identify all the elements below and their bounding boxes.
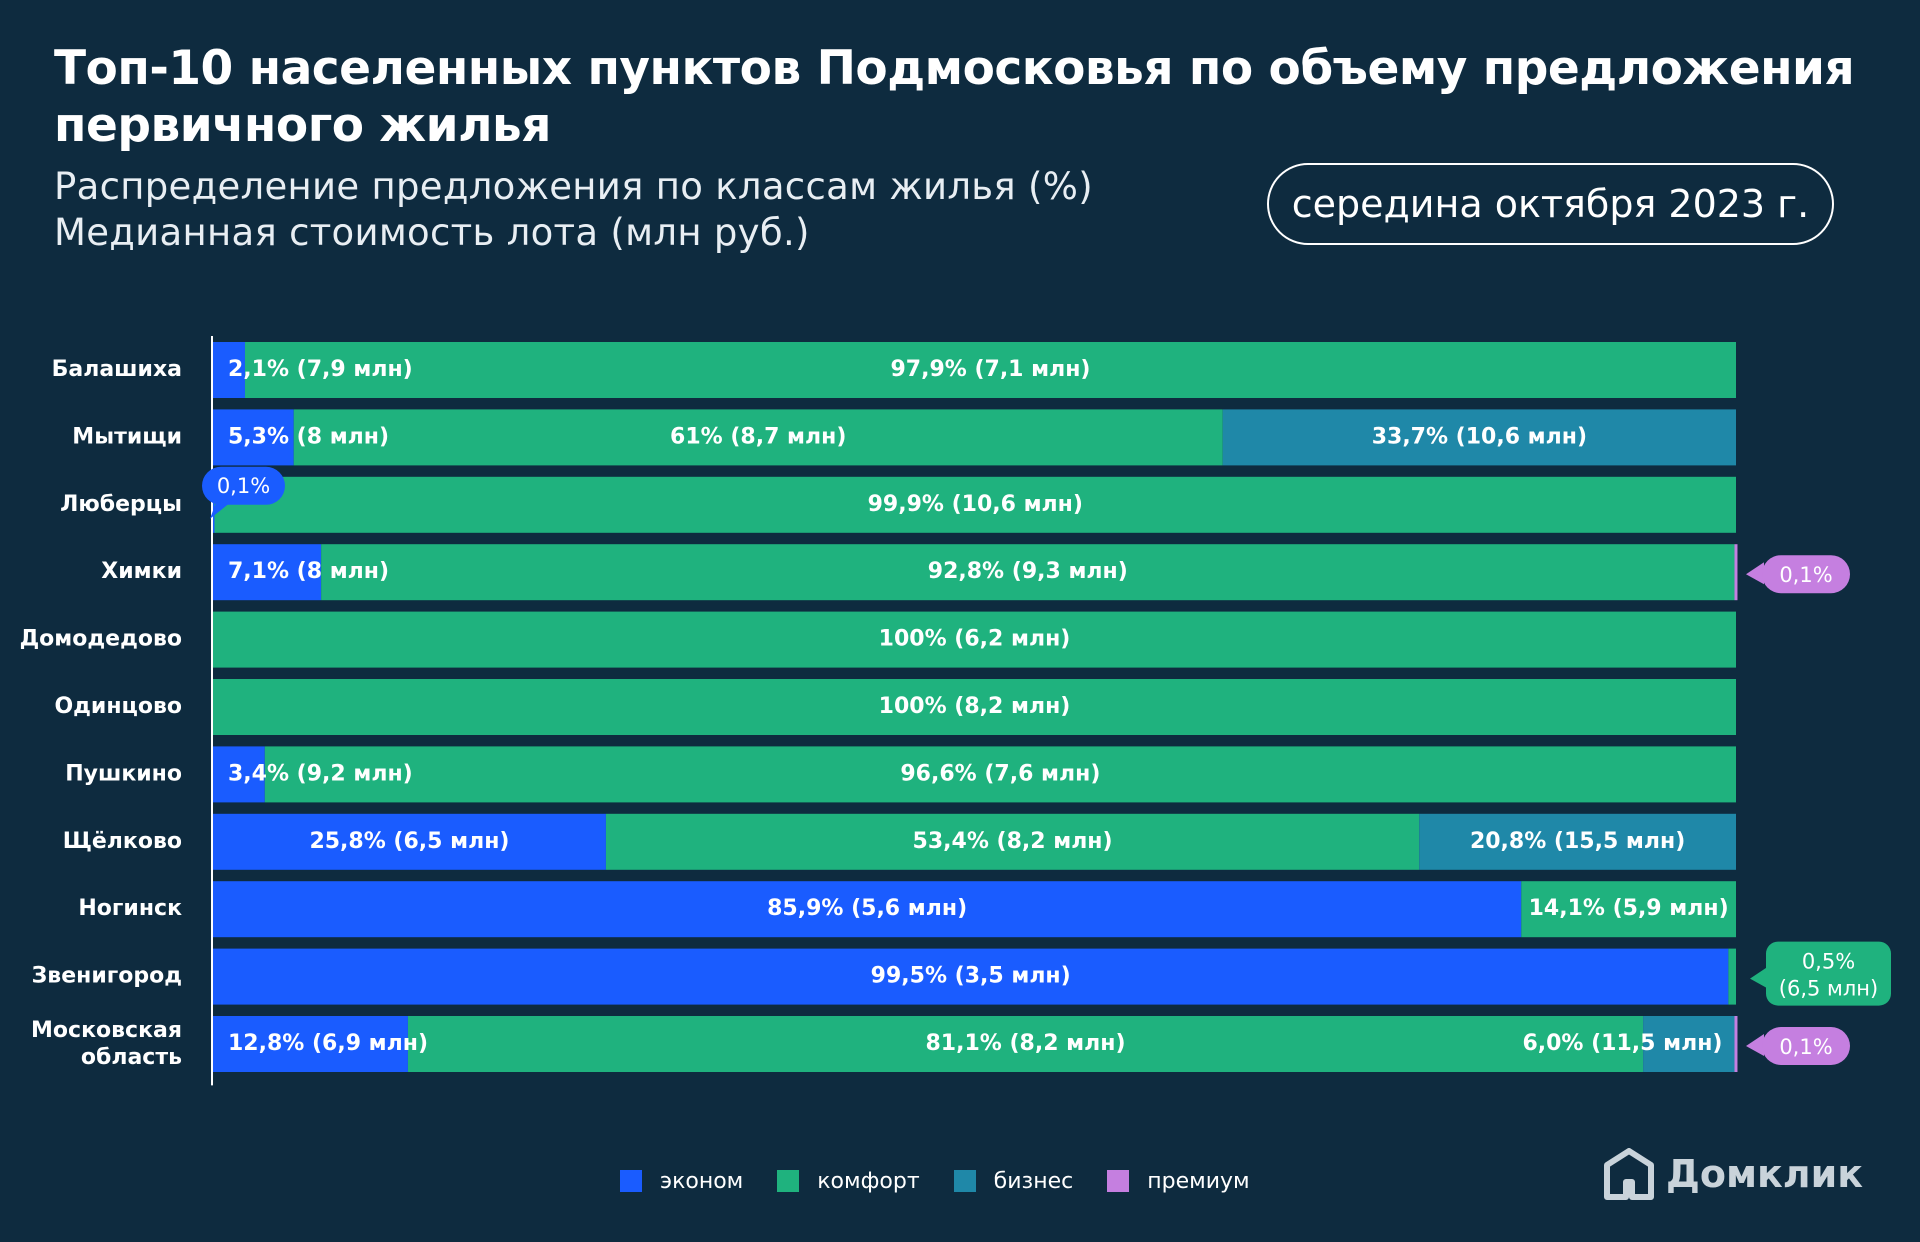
bar-звенигород-economy	[213, 948, 1729, 1005]
legend-label-business: бизнес	[993, 1168, 1074, 1194]
brand-name: Домклик	[1666, 1152, 1864, 1196]
chart-title: Топ-10 населенных пунктов Подмосковья по…	[54, 41, 1855, 153]
legend-item-business: бизнес	[953, 1168, 1074, 1194]
bar-мытищи-comfort	[293, 409, 1223, 466]
legend-label-premium: премиум	[1147, 1168, 1250, 1194]
legend-item-economy: эконом	[620, 1169, 743, 1194]
legend-item-premium: премиум	[1107, 1168, 1250, 1194]
data-label-химки-economy: 7,1% (8 млн)	[228, 559, 389, 584]
category-label-балашиха: Балашиха	[52, 357, 182, 382]
data-label-ногинск-economy: 85,9% (5,6 млн)	[767, 896, 967, 921]
date-badge: середина октября 2023 г.	[1267, 163, 1834, 245]
data-label-химки-comfort: 92,8% (9,3 млн)	[928, 559, 1128, 584]
data-label-люберцы-comfort: 99,9% (10,6 млн)	[868, 492, 1083, 517]
bar-ногинск-economy	[213, 881, 1522, 938]
data-label-московская-область-comfort: 81,1% (8,2 млн)	[926, 1031, 1126, 1056]
data-label-пушкино-economy: 3,4% (9,2 млн)	[228, 761, 413, 786]
callout-pointer-звенигород-comfort	[1750, 966, 1768, 989]
bar-химки-comfort	[321, 544, 1735, 601]
callout-badge-московская-область-premium	[1762, 1027, 1850, 1065]
bar-московская-область-economy	[213, 1016, 408, 1072]
category-label-одинцово: Одинцово	[54, 694, 182, 719]
category-label-пушкино: Пушкино	[65, 761, 182, 786]
legend-swatch-business	[953, 1170, 976, 1192]
legend-swatch-premium	[1107, 1170, 1130, 1192]
callout-badge-химки-premium	[1762, 555, 1850, 594]
data-label-пушкино-comfort: 96,6% (7,6 млн)	[900, 761, 1100, 786]
house-icon	[1604, 1148, 1654, 1200]
category-label-ногинск: Ногинск	[78, 896, 182, 921]
bar-мытищи-business	[1222, 409, 1736, 466]
subtitle-line-share: Распределение предложения по классам жил…	[54, 165, 1093, 208]
brand-logo: Домклик	[1604, 1148, 1863, 1200]
bar-люберцы-economy	[213, 476, 216, 533]
bar-люберцы-comfort	[214, 476, 1737, 533]
legend-swatch-economy	[620, 1170, 642, 1192]
data-label-балашиха-comfort: 97,9% (7,1 млн)	[890, 357, 1090, 382]
date-label: середина октября 2023 г.	[1291, 182, 1810, 226]
subtitle-line-price: Медианная стоимость лота (млн руб.)	[54, 211, 810, 254]
data-label-ногинск-comfort: 14,1% (5,9 млн)	[1529, 896, 1729, 921]
bar-московская-область-comfort	[407, 1016, 1644, 1072]
bar-домодедово-comfort	[213, 611, 1736, 668]
bar-щёлково-economy	[213, 813, 606, 870]
data-label-балашиха-economy: 2,1% (7,9 млн)	[228, 357, 413, 382]
category-label-звенигород: Звенигород	[32, 964, 182, 989]
callout-pointer-московская-область-premium	[1746, 1034, 1764, 1056]
data-label-мытищи-economy: 5,3% (8 млн)	[228, 424, 389, 449]
legend-label-economy: эконом	[660, 1168, 744, 1194]
callout-pointer-люберцы	[210, 502, 230, 519]
callout-pointer-химки-premium	[1746, 562, 1764, 585]
legend-swatch-comfort	[777, 1170, 800, 1192]
data-label-одинцово-comfort: 100% (8,2 млн)	[879, 694, 1071, 719]
bar-ногинск-comfort	[1521, 881, 1736, 938]
category-label-люберцы: Люберцы	[60, 492, 182, 517]
data-label-московская-область-economy: 12,8% (6,9 млн)	[228, 1031, 428, 1056]
data-label-химки-premium: 0,1%	[1779, 563, 1832, 587]
data-label-московская-область-business: 6,0% (11,5 млн)	[1522, 1031, 1722, 1056]
category-label-домодедово: Домодедово	[20, 627, 182, 652]
data-label-щёлково-economy: 25,8% (6,5 млн)	[309, 829, 509, 854]
category-label-щёлково: Щёлково	[63, 829, 182, 854]
data-label-щёлково-business: 20,8% (15,5 млн)	[1470, 829, 1685, 854]
bar-пушкино-economy	[213, 746, 265, 803]
bar-пушкино-comfort	[264, 746, 1737, 803]
legend-item-comfort: комфорт	[777, 1168, 920, 1194]
data-label-московская-область-premium: 0,1%	[1779, 1035, 1832, 1059]
chart-legend: эконом комфорт бизнес премиум	[620, 1166, 1284, 1196]
bar-химки-premium	[1734, 544, 1738, 601]
bar-мытищи-economy	[213, 409, 294, 466]
bar-московская-область-premium	[1734, 1016, 1738, 1072]
category-label-мытищи: Мытищи	[72, 424, 182, 449]
callout-badge-звенигород-comfort	[1766, 941, 1891, 1006]
data-label-звенигород-comfort: 0,5% (6,5 млн)	[1779, 950, 1878, 1001]
data-label-мытищи-comfort: 61% (8,7 млн)	[670, 424, 846, 449]
data-label-люберцы-economy: 0,1%	[217, 474, 270, 498]
bar-звенигород-comfort	[1728, 948, 1736, 1005]
legend-label-comfort: комфорт	[817, 1168, 920, 1194]
chart-subtitle: Распределение предложения по классам жил…	[54, 164, 1093, 256]
callout-badge-люберцы	[202, 466, 285, 505]
data-label-домодедово-comfort: 100% (6,2 млн)	[879, 627, 1071, 652]
bar-балашиха-comfort	[244, 342, 1736, 398]
bar-химки-economy	[213, 544, 322, 601]
data-label-щёлково-comfort: 53,4% (8,2 млн)	[913, 829, 1113, 854]
category-label-московская-область: Московская область	[31, 1018, 182, 1070]
bar-щёлково-business	[1419, 813, 1736, 870]
bar-щёлково-comfort	[605, 813, 1420, 870]
bar-балашиха-economy	[213, 342, 245, 398]
bar-московская-область-business	[1643, 1016, 1735, 1072]
bar-одинцово-comfort	[213, 679, 1736, 735]
category-label-химки: Химки	[101, 559, 182, 584]
data-label-звенигород-economy: 99,5% (3,5 млн)	[871, 964, 1071, 989]
data-label-мытищи-business: 33,7% (10,6 млн)	[1372, 424, 1587, 449]
